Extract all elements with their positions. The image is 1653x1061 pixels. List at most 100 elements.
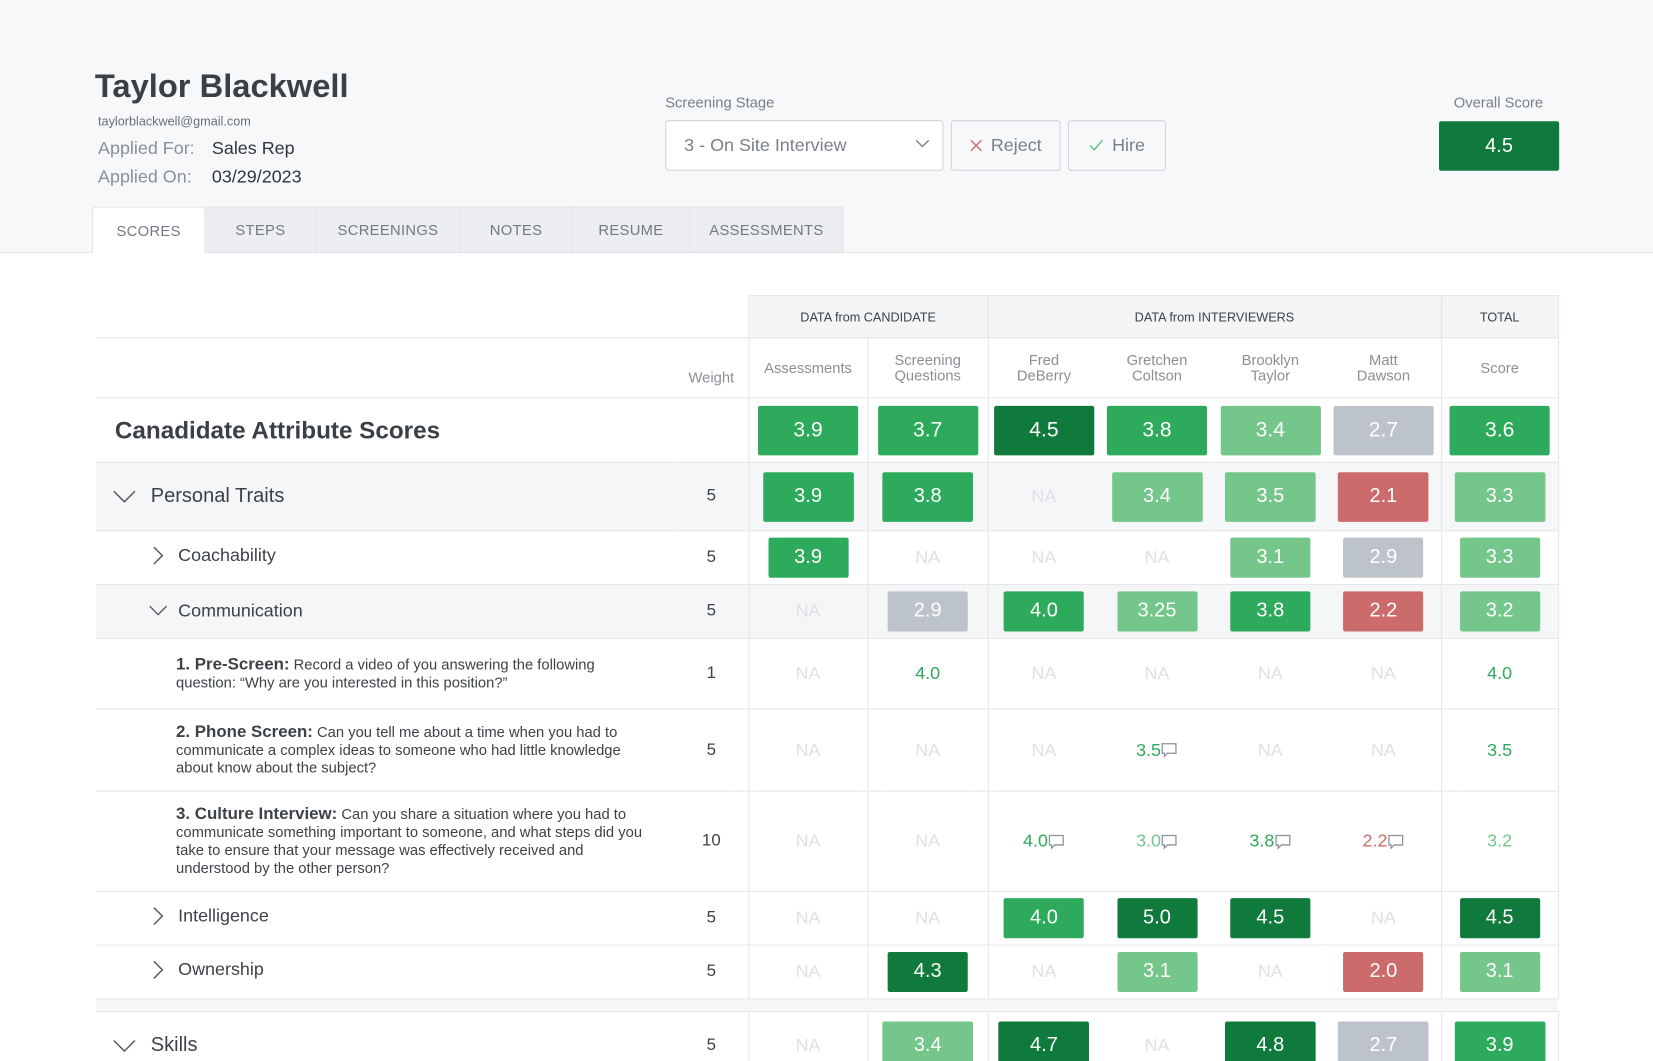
score-value: 3.5 (1136, 739, 1162, 760)
chevron-right-icon[interactable] (149, 546, 168, 565)
tab-resume[interactable]: RESUME (572, 206, 691, 254)
na-value: NA (1370, 663, 1396, 684)
score-cell: 3.8 (1214, 585, 1326, 639)
question-title: 2. Phone Screen: (176, 723, 313, 742)
score-value: 3.0 (1136, 830, 1162, 851)
group-interviewers: DATA from INTERVIEWERS (987, 295, 1442, 339)
check-icon (1089, 139, 1104, 151)
weight-value: 5 (706, 601, 717, 620)
question-text: 3. Culture Interview: Can you share a si… (96, 791, 675, 891)
score-cell: NA (987, 530, 1100, 585)
score-badge: 3.4 (1111, 471, 1203, 522)
attribute-row: Canadidate Attribute Scores 3.9 3.7 4.5 3.8 3… (95, 397, 1559, 463)
group-header-row: DATA from CANDIDATE DATA from INTERVIEWE… (95, 295, 1559, 339)
score-badge: 4.5 (1459, 898, 1540, 939)
score-cell: 4.5 (1440, 891, 1559, 946)
score-cell: NA (867, 891, 988, 946)
score-badge: 3.5 (1224, 471, 1316, 522)
score-badge: 2.9 (1343, 537, 1424, 578)
chevron-right-icon[interactable] (149, 960, 168, 979)
score-text: 4.0 (1487, 663, 1512, 684)
score-badge: 4.5 (993, 405, 1094, 455)
candidate-email[interactable]: taylorblackwell@gmail.com (98, 113, 251, 129)
reject-label: Reject (990, 134, 1042, 155)
score-badge: 2.2 (1343, 591, 1424, 632)
score-cell: 3.4 (1100, 462, 1215, 531)
applied-for-value: Sales Rep (211, 138, 295, 159)
row-label: Skills (150, 1033, 198, 1056)
score-badge: 3.9 (762, 471, 854, 522)
score-cell: NA (1326, 709, 1441, 791)
score-badge: 4.0 (1003, 898, 1084, 939)
tab-screenings[interactable]: SCREENINGS (316, 206, 461, 254)
question-row: 2. Phone Screen: Can you tell me about a… (95, 708, 1559, 792)
attribute-toggle[interactable]: Ownership (96, 945, 675, 999)
tab-notes[interactable]: NOTES (460, 206, 573, 254)
attribute-row: Skills 5 NA 3.4 4.7 NA 4.8 2.7 3.9 (96, 1011, 1559, 1061)
column-header: Score (1440, 337, 1559, 398)
weight-header: Weight (688, 368, 735, 386)
attribute-toggle[interactable]: Intelligence (96, 891, 675, 945)
score-cell: 4.8 (1214, 1012, 1326, 1061)
chevron-down-icon[interactable] (113, 1038, 136, 1053)
score-badge: 2.1 (1338, 471, 1429, 522)
chevron-right-icon[interactable] (149, 907, 168, 926)
tab-assessments[interactable]: ASSESSMENTS (690, 206, 844, 254)
score-cell: NA (747, 708, 868, 792)
overall-score-label: Overall Score (1453, 93, 1544, 111)
column-header: Matt Dawson (1356, 351, 1411, 384)
score-cell: 5.0 (1100, 891, 1215, 945)
na-value: NA (1257, 739, 1283, 760)
score-value: 4.0 (1487, 663, 1513, 684)
weight-value: 5 (706, 1036, 717, 1055)
score-cell: 3.5 (1440, 708, 1559, 792)
comment-icon[interactable] (1274, 833, 1291, 850)
comment-icon[interactable] (1048, 833, 1065, 850)
score-badge: 3.6 (1449, 405, 1550, 455)
screening-stage-select[interactable]: 3 - On Site Interview (665, 120, 944, 171)
score-cell: NA (747, 891, 868, 946)
score-text: 3.0 (1136, 831, 1178, 852)
attribute-row: Personal Traits 5 3.9 3.8 NA 3.4 3.5 2.1 3.3 (95, 462, 1559, 531)
category-toggle[interactable]: Skills (96, 1012, 675, 1061)
score-badge: 3.8 (1106, 405, 1208, 455)
question-text: 1. Pre-Screen: Record a video of you ans… (96, 638, 675, 709)
category-toggle[interactable]: Personal Traits (96, 462, 675, 531)
applied-for: Applied For: Sales Rep (98, 138, 295, 159)
chevron-down-icon[interactable] (113, 489, 136, 504)
attribute-toggle[interactable]: Coachability (96, 531, 675, 585)
tab-steps[interactable]: STEPS (205, 206, 317, 254)
score-cell: 3.4 (867, 1011, 988, 1061)
score-cell: NA (867, 708, 988, 792)
score-cell: NA (747, 791, 868, 892)
comment-icon[interactable] (1387, 833, 1404, 850)
score-badge: 3.3 (1454, 471, 1545, 522)
applied-for-label: Applied For: (98, 138, 195, 159)
score-cell: 3.5 (1214, 462, 1326, 531)
score-cell: 3.25 (1100, 585, 1215, 639)
score-badge: 3.7 (877, 405, 978, 455)
score-badge: 3.9 (767, 537, 849, 578)
score-cell: NA (867, 530, 988, 585)
score-badge: 3.3 (1459, 537, 1540, 578)
column-header: Screening Questions (867, 337, 988, 398)
score-badge: 4.0 (1003, 591, 1084, 632)
score-text: 3.2 (1487, 831, 1512, 852)
score-cell: NA (987, 462, 1100, 531)
score-cell: 3.8 (867, 462, 988, 531)
attribute-toggle[interactable]: Communication (96, 585, 675, 639)
score-cell: 2.7 (1326, 398, 1441, 462)
hire-button[interactable]: Hire (1067, 120, 1166, 171)
score-cell: 4.3 (867, 945, 988, 999)
score-badge: 4.5 (1230, 898, 1311, 939)
reject-button[interactable]: Reject (950, 120, 1061, 171)
na-value: NA (1257, 961, 1283, 982)
weight-value: 5 (706, 487, 717, 505)
comment-icon[interactable] (1161, 742, 1178, 758)
score-badge: 2.7 (1333, 405, 1434, 455)
applied-on-label: Applied On: (98, 166, 192, 187)
chevron-down-icon[interactable] (149, 605, 168, 617)
tab-scores[interactable]: SCORES (91, 206, 206, 255)
comment-icon[interactable] (1161, 833, 1178, 850)
weight-value: 5 (706, 740, 717, 759)
